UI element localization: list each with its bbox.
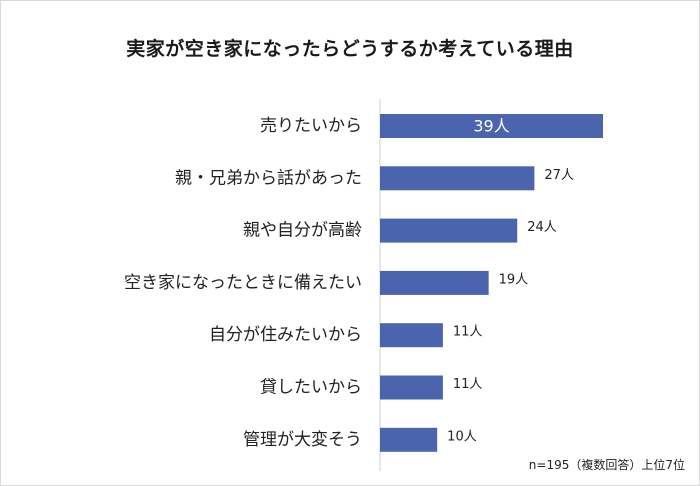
- bar: [380, 270, 489, 295]
- bar: [380, 427, 438, 452]
- category-label: 空き家になったときに備えたい: [124, 273, 362, 293]
- data-label: 27人: [544, 168, 574, 183]
- bar: [380, 114, 603, 138]
- chart-title: 実家が空き家になったらどうするか考えている理由: [126, 38, 574, 60]
- data-label: 39人: [473, 117, 509, 136]
- bar: [380, 218, 518, 243]
- data-label: 11人: [453, 325, 483, 340]
- category-label: 売りたいから: [260, 116, 362, 136]
- data-label: 19人: [499, 272, 529, 287]
- bar: [380, 166, 535, 191]
- category-label: 貸したいから: [260, 378, 362, 398]
- bar: [380, 323, 443, 348]
- category-label: 自分が住みたいから: [209, 325, 362, 345]
- category-label: 管理が大変そう: [243, 430, 362, 450]
- category-label: 親・兄弟から話があった: [175, 168, 362, 188]
- data-label: 24人: [527, 220, 557, 235]
- bar: [380, 375, 443, 400]
- sample-size-note: n=195（複数回答）上位7位: [528, 458, 685, 472]
- data-label: 11人: [453, 377, 483, 392]
- category-label: 親や自分が高齢: [243, 221, 362, 241]
- data-label: 10人: [447, 429, 477, 444]
